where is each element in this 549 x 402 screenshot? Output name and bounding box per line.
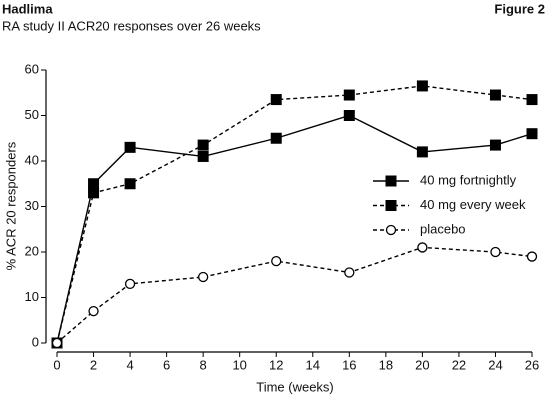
x-tick-label: 18 — [379, 357, 393, 372]
x-tick-label: 6 — [163, 357, 170, 372]
chart-title: Hadlima — [2, 1, 53, 16]
series-line — [56, 85, 533, 344]
marker — [526, 94, 538, 106]
x-tick-label: 26 — [525, 357, 539, 372]
marker — [51, 337, 63, 349]
marker — [197, 150, 209, 162]
marker — [417, 242, 428, 253]
x-tick-label: 20 — [415, 357, 429, 372]
x-tick-label: 8 — [200, 357, 207, 372]
x-tick-label: 12 — [269, 357, 283, 372]
x-axis-label: Time (weeks) — [256, 379, 334, 394]
marker — [271, 255, 282, 267]
x-tick-label: 22 — [452, 357, 466, 372]
y-tick-label: 50 — [25, 107, 39, 122]
legend-label: 40 mg fortnightly — [420, 172, 517, 187]
marker — [526, 251, 538, 262]
y-tick-label: 40 — [25, 152, 39, 167]
y-tick-label: 20 — [25, 243, 39, 258]
y-tick-label: 10 — [25, 289, 39, 304]
series-line — [56, 246, 533, 344]
marker — [343, 89, 355, 101]
legend-marker — [385, 175, 397, 187]
marker — [343, 110, 355, 121]
marker — [526, 128, 538, 140]
x-tick-label: 10 — [232, 357, 246, 372]
y-axis-label: % ACR 20 responders — [3, 141, 18, 270]
legend-marker — [385, 200, 397, 211]
marker — [489, 139, 501, 151]
marker — [88, 178, 100, 190]
marker — [416, 146, 428, 158]
x-tick-label: 4 — [126, 357, 133, 372]
x-tick-label: 0 — [53, 357, 60, 372]
x-tick-label: 14 — [306, 357, 320, 372]
legend-label: placebo — [420, 221, 466, 236]
x-tick-label: 24 — [488, 357, 502, 372]
y-tick-label: 0 — [32, 334, 39, 349]
y-tick-label: 60 — [25, 61, 39, 76]
legend-marker — [385, 224, 397, 236]
marker — [124, 141, 136, 153]
marker — [124, 178, 136, 190]
x-tick-label: 16 — [342, 357, 356, 372]
marker — [88, 187, 100, 199]
legend-label: 40 mg every week — [420, 197, 526, 212]
marker — [88, 305, 99, 317]
marker — [198, 271, 209, 283]
marker — [197, 139, 209, 151]
x-tick-label: 2 — [90, 357, 97, 372]
chart-subtitle: RA study II ACR20 responses over 26 week… — [2, 18, 261, 33]
marker — [344, 267, 355, 278]
marker — [270, 132, 282, 144]
marker — [416, 80, 428, 92]
marker — [270, 94, 282, 106]
marker — [489, 89, 501, 101]
y-tick-label: 30 — [25, 198, 39, 213]
marker — [124, 278, 136, 290]
marker — [490, 246, 501, 258]
figure-label: Figure 2 — [494, 1, 545, 16]
